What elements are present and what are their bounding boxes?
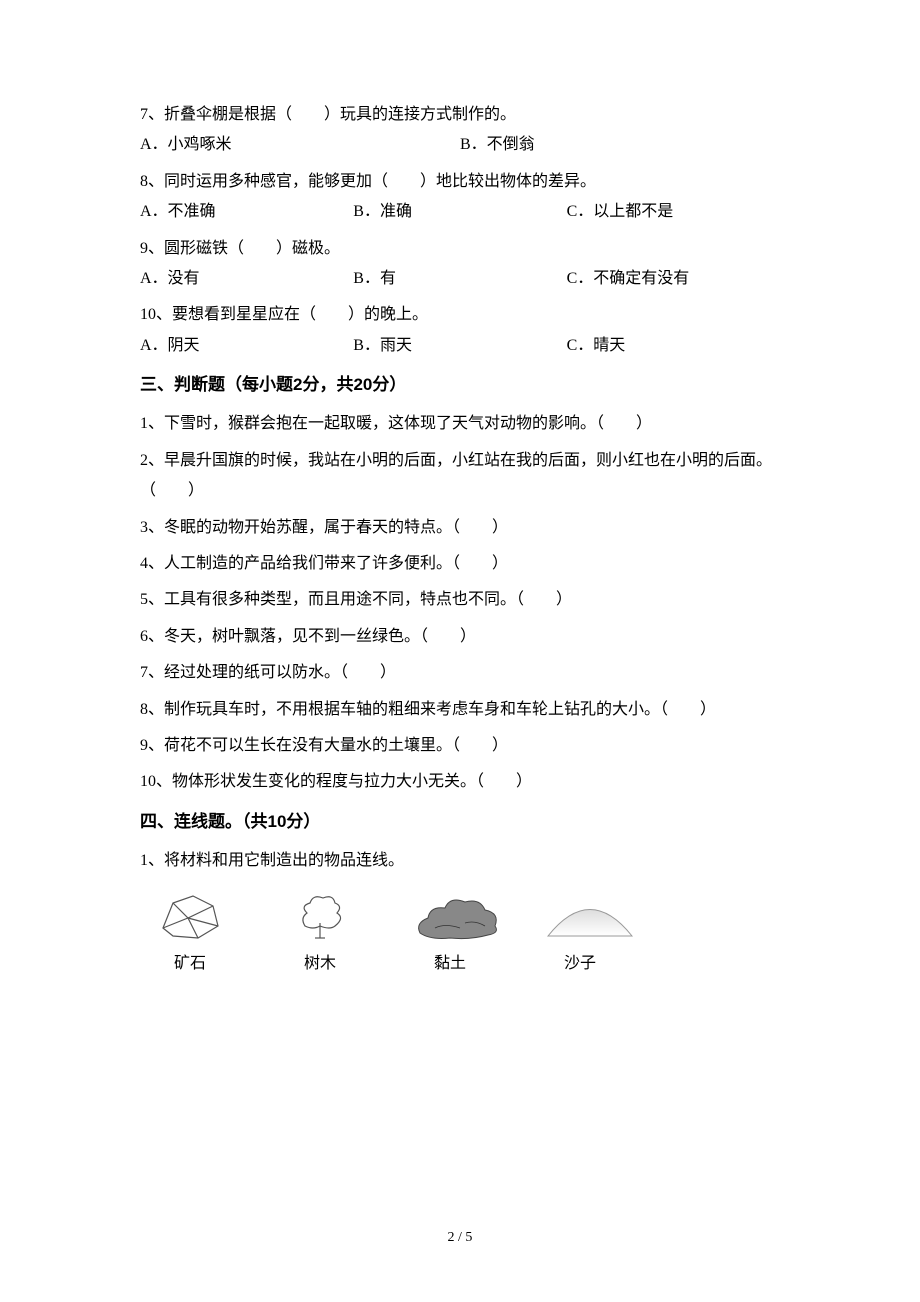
material-sand-label: 沙子	[540, 949, 620, 979]
question-10: 10、要想看到星星应在（ ）的晚上。 A．阴天 B．雨天 C．晴天	[140, 300, 780, 361]
section-4-header: 四、连线题。（共10分）	[140, 806, 780, 838]
material-ore: 矿石	[150, 888, 230, 979]
q9-choice-c: C．不确定有没有	[567, 264, 780, 294]
section-4-instruction: 1、将材料和用它制造出的物品连线。	[140, 846, 780, 876]
question-7-text: 7、折叠伞棚是根据（ ）玩具的连接方式制作的。	[140, 100, 780, 130]
question-8-text: 8、同时运用多种感官，能够更加（ ）地比较出物体的差异。	[140, 167, 780, 197]
material-sand: 沙子	[540, 888, 620, 979]
tf-item-1: 1、下雪时，猴群会抱在一起取暖，这体现了天气对动物的影响。（ ）	[140, 409, 780, 439]
material-row: 矿石 树木 黏土	[140, 888, 780, 979]
tf-item-9: 9、荷花不可以生长在没有大量水的土壤里。（ ）	[140, 731, 780, 761]
question-8-choices: A．不准确 B．准确 C．以上都不是	[140, 197, 780, 227]
question-9-text: 9、圆形磁铁（ ）磁极。	[140, 234, 780, 264]
clay-icon	[410, 888, 505, 943]
tf-item-10: 10、物体形状发生变化的程度与拉力大小无关。（ ）	[140, 767, 780, 797]
material-ore-label: 矿石	[150, 949, 230, 979]
tf-item-5: 5、工具有很多种类型，而且用途不同，特点也不同。（ ）	[140, 585, 780, 615]
page-number: 2 / 5	[0, 1225, 920, 1252]
section-3-header: 三、判断题（每小题2分，共20分）	[140, 369, 780, 401]
q7-choice-a: A．小鸡啄米	[140, 130, 460, 160]
q10-choice-a: A．阴天	[140, 331, 353, 361]
tf-item-2: 2、早晨升国旗的时候，我站在小明的后面，小红站在我的后面，则小红也在小明的后面。…	[140, 446, 780, 507]
sand-icon	[540, 888, 640, 943]
q10-choice-b: B．雨天	[353, 331, 566, 361]
question-10-text: 10、要想看到星星应在（ ）的晚上。	[140, 300, 780, 330]
tf-item-4: 4、人工制造的产品给我们带来了许多便利。（ ）	[140, 549, 780, 579]
question-7-choices: A．小鸡啄米 B．不倒翁	[140, 130, 780, 160]
question-9: 9、圆形磁铁（ ）磁极。 A．没有 B．有 C．不确定有没有	[140, 234, 780, 295]
material-clay-label: 黏土	[410, 949, 490, 979]
tf-item-6: 6、冬天，树叶飘落，见不到一丝绿色。（ ）	[140, 622, 780, 652]
material-clay: 黏土	[410, 888, 490, 979]
question-10-choices: A．阴天 B．雨天 C．晴天	[140, 331, 780, 361]
tf-item-8: 8、制作玩具车时，不用根据车轴的粗细来考虑车身和车轮上钻孔的大小。（ ）	[140, 695, 780, 725]
question-7: 7、折叠伞棚是根据（ ）玩具的连接方式制作的。 A．小鸡啄米 B．不倒翁	[140, 100, 780, 161]
material-tree: 树木	[280, 888, 360, 979]
section-3-items: 1、下雪时，猴群会抱在一起取暖，这体现了天气对动物的影响。（ ） 2、早晨升国旗…	[140, 409, 780, 797]
q8-choice-c: C．以上都不是	[567, 197, 780, 227]
q7-choice-b: B．不倒翁	[460, 130, 780, 160]
question-8: 8、同时运用多种感官，能够更加（ ）地比较出物体的差异。 A．不准确 B．准确 …	[140, 167, 780, 228]
q8-choice-b: B．准确	[353, 197, 566, 227]
ore-icon	[153, 888, 228, 943]
q8-choice-a: A．不准确	[140, 197, 353, 227]
q9-choice-b: B．有	[353, 264, 566, 294]
question-9-choices: A．没有 B．有 C．不确定有没有	[140, 264, 780, 294]
tf-item-3: 3、冬眠的动物开始苏醒，属于春天的特点。（ ）	[140, 513, 780, 543]
q9-choice-a: A．没有	[140, 264, 353, 294]
tree-icon	[285, 888, 355, 943]
tf-item-7: 7、经过处理的纸可以防水。（ ）	[140, 658, 780, 688]
material-tree-label: 树木	[280, 949, 360, 979]
q10-choice-c: C．晴天	[567, 331, 780, 361]
